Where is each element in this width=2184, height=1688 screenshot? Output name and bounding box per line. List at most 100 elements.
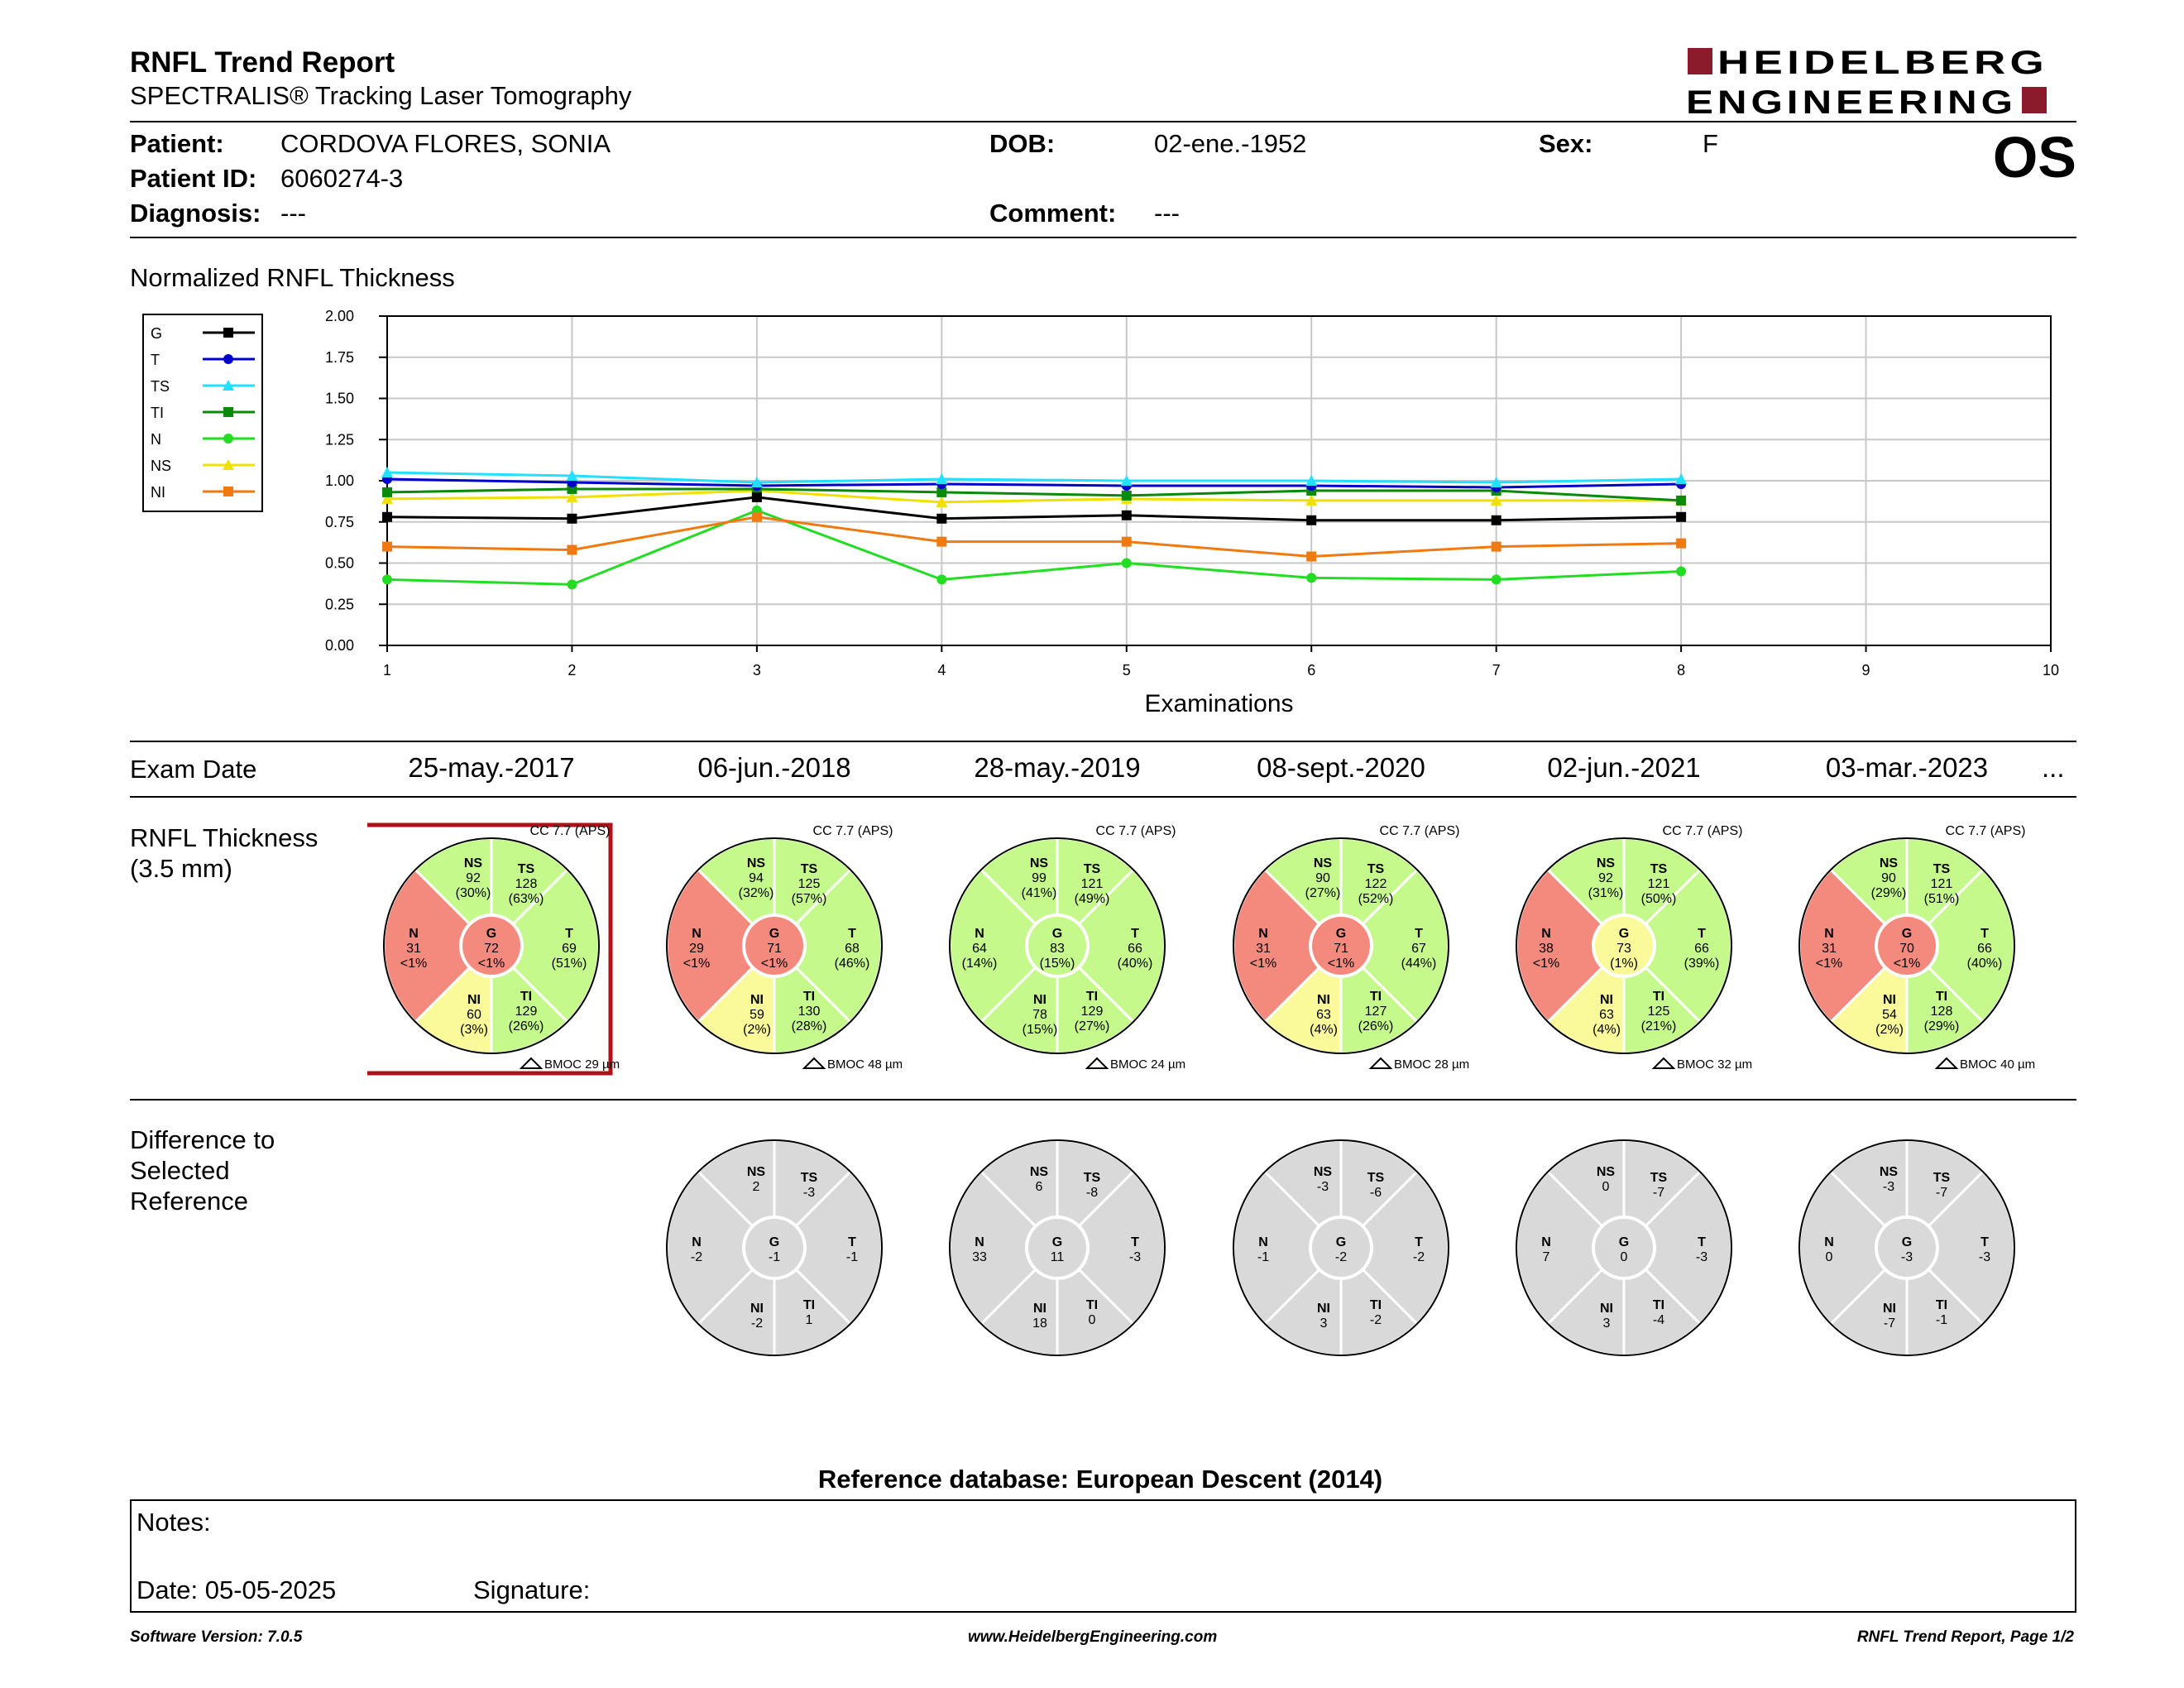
disc-outline <box>949 1139 1166 1356</box>
more-exams-ellipsis[interactable]: ... <box>2042 752 2065 783</box>
sector-difference: -4 <box>1653 1313 1664 1327</box>
website-link[interactable]: www.HeidelbergEngineering.com <box>968 1628 1218 1646</box>
sector-name-ts: TS <box>801 862 818 876</box>
sector-difference: -3 <box>1901 1250 1913 1264</box>
data-point-ts <box>1675 473 1688 485</box>
sector-value: 129 <box>1081 1005 1104 1019</box>
sector-name-ns: NS <box>1030 1165 1049 1179</box>
sector-value: 68 <box>845 942 860 956</box>
thickness-subtitle: (3.5 mm) <box>130 854 232 883</box>
sector-percentile: (51%) <box>552 957 587 971</box>
sector-name-ti: TI <box>1370 1298 1382 1312</box>
sector-name-ni: NI <box>1033 1302 1046 1316</box>
sector-percentile: (40%) <box>1118 957 1153 971</box>
bmoc-label: BMOC 40 µm <box>1960 1057 2035 1072</box>
disc-outline <box>949 837 1166 1054</box>
patient-label: Patient: <box>130 129 224 158</box>
sector-name-g: G <box>486 927 496 941</box>
x-tick-label: 10 <box>2043 662 2059 679</box>
x-tick-label: 6 <box>1307 662 1315 679</box>
comment-label: Comment: <box>989 199 1117 228</box>
rnfl-thickness-disc[interactable]: CC 7.7 (APS)NS90(27%)TS122(52%)N31<1%G71… <box>1217 815 1482 1080</box>
series-ts <box>381 467 1688 487</box>
sector-value: 94 <box>749 871 764 885</box>
sector-difference: -3 <box>1696 1250 1707 1264</box>
sector-name-n: N <box>975 927 984 941</box>
sector-name-g: G <box>1052 927 1062 941</box>
y-tick-label: 1.25 <box>325 431 354 448</box>
sector-percentile: (3%) <box>460 1023 488 1037</box>
sector-name-t: T <box>1980 927 1989 941</box>
exam-date[interactable]: 28-may.-2019 <box>974 752 1141 783</box>
x-tick-label: 3 <box>753 662 761 679</box>
legend-label: NS <box>151 458 171 474</box>
sector-name-ts: TS <box>1367 862 1385 876</box>
sector-name-ti: TI <box>803 1298 815 1312</box>
sector-difference: 0 <box>1826 1250 1833 1264</box>
bmoc-label: BMOC 29 µm <box>544 1057 620 1072</box>
report-title: RNFL Trend Report <box>130 46 395 79</box>
exam-date[interactable]: 03-mar.-2023 <box>1825 752 1989 783</box>
sector-name-ns: NS <box>1597 1165 1616 1179</box>
rnfl-thickness-disc[interactable]: CC 7.7 (APS)NS94(32%)TS125(57%)N29<1%G71… <box>650 815 915 1080</box>
exam-date[interactable]: 06-jun.-2018 <box>697 752 851 783</box>
sector-percentile: (44%) <box>1401 957 1437 971</box>
x-tick-label: 8 <box>1677 662 1685 679</box>
sector-g <box>1878 1219 1936 1277</box>
sector-percentile: (31%) <box>1588 886 1624 900</box>
difference-title-2: Selected <box>130 1156 230 1185</box>
data-point-ni <box>567 544 577 555</box>
sector-name-ns: NS <box>1314 856 1333 870</box>
data-point-ts <box>750 476 763 487</box>
sector-value: 72 <box>484 942 499 956</box>
logo-text-2: ENGINEERING <box>1686 84 2017 119</box>
series-line-ts <box>386 471 1682 484</box>
sector-value: 54 <box>1882 1008 1897 1022</box>
data-point-ts <box>1305 475 1318 486</box>
sector-name-n: N <box>1824 927 1834 941</box>
sector-value: 92 <box>466 871 481 885</box>
dob-value: 02-ene.-1952 <box>1154 129 1307 158</box>
data-point-n <box>567 579 577 590</box>
data-point-g <box>751 492 762 502</box>
sector-value: 90 <box>1881 871 1896 885</box>
sector-value: 71 <box>767 942 782 956</box>
sector-value: 73 <box>1616 942 1631 956</box>
series-line-ns <box>386 489 1682 504</box>
sector-name-n: N <box>692 927 702 941</box>
y-tick-label: 1.50 <box>325 391 354 407</box>
disc-outline <box>1798 1139 2015 1356</box>
trend-chart: 1 2 3 4 5 6 7 8 9 10 2.00 1.75 1.50 1.25 1.00 0.75 0.50 0… <box>142 308 2059 716</box>
sector-name-ts: TS <box>1084 862 1101 876</box>
sector-name-n: N <box>1824 1235 1834 1249</box>
bmoc-label: BMOC 48 µm <box>827 1057 903 1072</box>
exam-date[interactable]: 08-sept.-2020 <box>1257 752 1425 783</box>
exam-date[interactable]: 25-may.-2017 <box>408 752 575 783</box>
data-point-ti <box>1121 490 1132 501</box>
rnfl-thickness-disc[interactable]: CC 7.7 (APS)NS90(29%)TS121(51%)N31<1%G70… <box>1783 815 2048 1080</box>
legend-marker <box>223 328 233 338</box>
sector-value: 64 <box>972 942 987 956</box>
rnfl-thickness-disc[interactable]: CC 7.7 (APS)NS92(30%)TS128(63%)N31<1%G72… <box>367 815 632 1080</box>
data-point-ti <box>936 487 947 497</box>
sector-percentile: (2%) <box>1875 1023 1904 1037</box>
sector-value: 63 <box>1316 1008 1331 1022</box>
sector-percentile: <1% <box>478 957 505 971</box>
sector-value: 70 <box>1899 942 1914 956</box>
data-point-n <box>1676 566 1687 577</box>
sector-difference: 18 <box>1032 1316 1047 1331</box>
sector-difference: 11 <box>1051 1250 1065 1264</box>
sector-difference: -3 <box>1317 1180 1329 1194</box>
x-tick-label: 4 <box>937 662 946 679</box>
exam-date[interactable]: 02-jun.-2021 <box>1547 752 1701 783</box>
series-g <box>382 492 1687 525</box>
sector-name-n: N <box>1258 927 1268 941</box>
notes-box[interactable]: Notes: Date: 05-05-2025 Signature: <box>130 1499 2076 1613</box>
